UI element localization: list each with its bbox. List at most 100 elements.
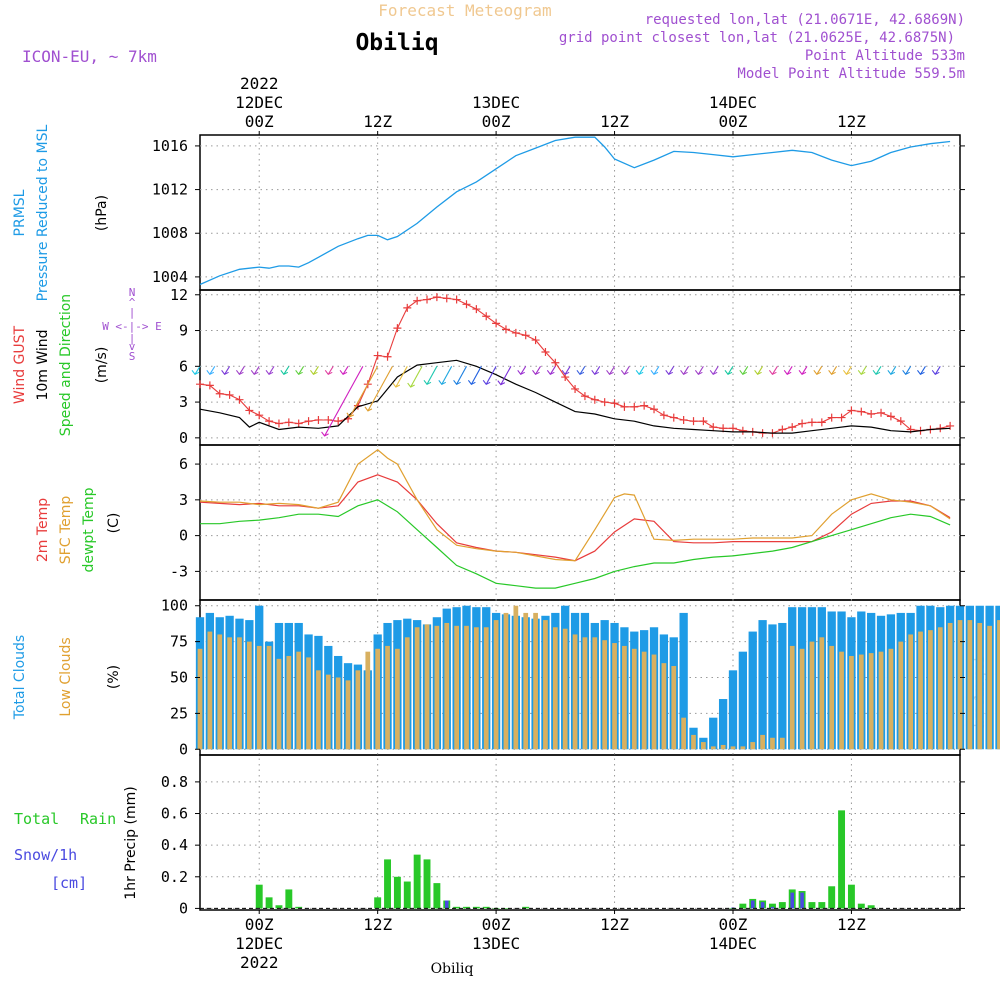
wind-direction-arrow (845, 366, 852, 375)
wind-direction-arrowhead (591, 369, 599, 376)
low-cloud-bar (750, 742, 756, 750)
wind-direction-arrowhead (346, 412, 355, 418)
wind-direction-arrowhead (620, 369, 629, 376)
wind-direction-arrow (283, 366, 290, 375)
gust-marker (857, 407, 866, 416)
wind-direction-arrowhead (407, 382, 415, 388)
total-cloud-bar (718, 699, 728, 750)
y-tick-label: 25 (170, 704, 188, 722)
wind-direction-arrowhead (857, 369, 866, 376)
rain-bar (453, 906, 461, 909)
svg-text:(hPa): (hPa) (94, 195, 110, 231)
gust-marker (867, 410, 876, 418)
snow-bar (444, 900, 449, 909)
time-tick-label: 14DEC (709, 934, 757, 953)
time-tick-label: 13DEC (472, 934, 520, 953)
low-cloud-bar (217, 634, 223, 750)
y-tick-label: 0 (179, 527, 188, 545)
rain-bar (384, 859, 391, 909)
gust-marker (827, 413, 836, 422)
low-cloud-bar (493, 620, 499, 750)
y-tick-label: 3 (179, 393, 188, 411)
wind-direction-arrow (253, 366, 260, 375)
y-tick-label: 9 (179, 322, 188, 340)
low-cloud-bar (533, 612, 538, 750)
gust-marker (669, 413, 678, 422)
wind-direction-arrow (757, 366, 764, 375)
low-cloud-bar (355, 670, 361, 750)
low-cloud-bar (622, 645, 627, 750)
wind-direction-arrow (742, 366, 749, 375)
low-cloud-bar (789, 645, 795, 750)
wind-direction-arrow (905, 366, 912, 375)
panel-wind-frame (199, 289, 961, 446)
gust-marker (541, 348, 550, 356)
rain-bar (275, 905, 283, 909)
wind-direction-arrow (342, 366, 349, 375)
low-cloud-bar (977, 622, 983, 750)
wind-direction-arrowhead (517, 369, 525, 376)
wind-direction-arrow (609, 366, 616, 375)
low-cloud-bar (947, 622, 953, 750)
gust-marker (896, 417, 905, 426)
svg-text:|: | (129, 332, 136, 345)
gust-marker (610, 399, 619, 408)
gust-marker (511, 328, 520, 337)
low-cloud-bar (266, 645, 272, 750)
wind-direction-arrowhead (532, 369, 540, 376)
gust-marker (423, 295, 432, 304)
low-cloud-bar (839, 651, 844, 750)
wind-direction-arrow (209, 366, 216, 375)
low-cloud-bar (237, 637, 242, 750)
low-cloud-bar (602, 640, 608, 750)
low-cloud-bar (612, 643, 617, 750)
svg-text:|: | (129, 306, 136, 319)
total-cloud-bar (768, 624, 777, 750)
legend-rain: Rain (80, 810, 116, 828)
gust-marker (847, 406, 856, 415)
svg-text:SFC Temp: SFC Temp (58, 496, 74, 565)
low-cloud-bar (227, 637, 232, 750)
low-cloud-bar (562, 628, 568, 750)
legend-total: Total (14, 810, 59, 828)
wind-direction-arrowhead (453, 379, 461, 386)
wind-direction-arrow (268, 366, 275, 375)
time-tick-label: 12Z (837, 112, 866, 131)
rain-bar (255, 884, 263, 909)
rain-bar (739, 903, 747, 909)
gust-marker (492, 319, 501, 328)
svg-text:(m/s): (m/s) (94, 347, 110, 384)
svg-text:10m Wind: 10m Wind (35, 329, 51, 400)
low-cloud-bar (937, 627, 943, 750)
low-cloud-bar (335, 677, 341, 750)
svg-text:PRMSL: PRMSL (12, 189, 28, 236)
low-cloud-bar (276, 658, 282, 750)
rain-bar (403, 881, 411, 909)
wind-direction-arrowhead (635, 369, 644, 376)
gust-marker (689, 417, 698, 426)
wind-direction-arrow (224, 366, 231, 375)
low-cloud-bar (434, 625, 440, 750)
wind-direction-arrow (831, 366, 838, 375)
wind-direction-arrow (470, 366, 482, 385)
wind-direction-arrowhead (561, 369, 570, 376)
gust-marker (630, 402, 639, 411)
low-cloud-bar (552, 627, 558, 750)
low-cloud-bar (819, 637, 825, 750)
gust-marker (265, 417, 274, 426)
total-cloud-bar (738, 651, 748, 750)
low-cloud-bar (385, 645, 390, 750)
gust-marker (482, 312, 491, 321)
low-cloud-bar (513, 605, 519, 750)
temp-ylabel: 2m Temp SFC Temp dewpt Temp (C) (35, 487, 122, 572)
rain-bar (413, 854, 421, 909)
gust-marker (728, 424, 737, 433)
wind-direction-arrowhead (324, 369, 333, 376)
rain-bar (769, 903, 776, 909)
gust-marker (413, 296, 422, 305)
legend-snow: Snow/1h (14, 846, 77, 864)
gust-marker (274, 419, 283, 428)
wind-direction-arrowhead (902, 369, 910, 376)
wind-direction-arrow (535, 366, 541, 375)
